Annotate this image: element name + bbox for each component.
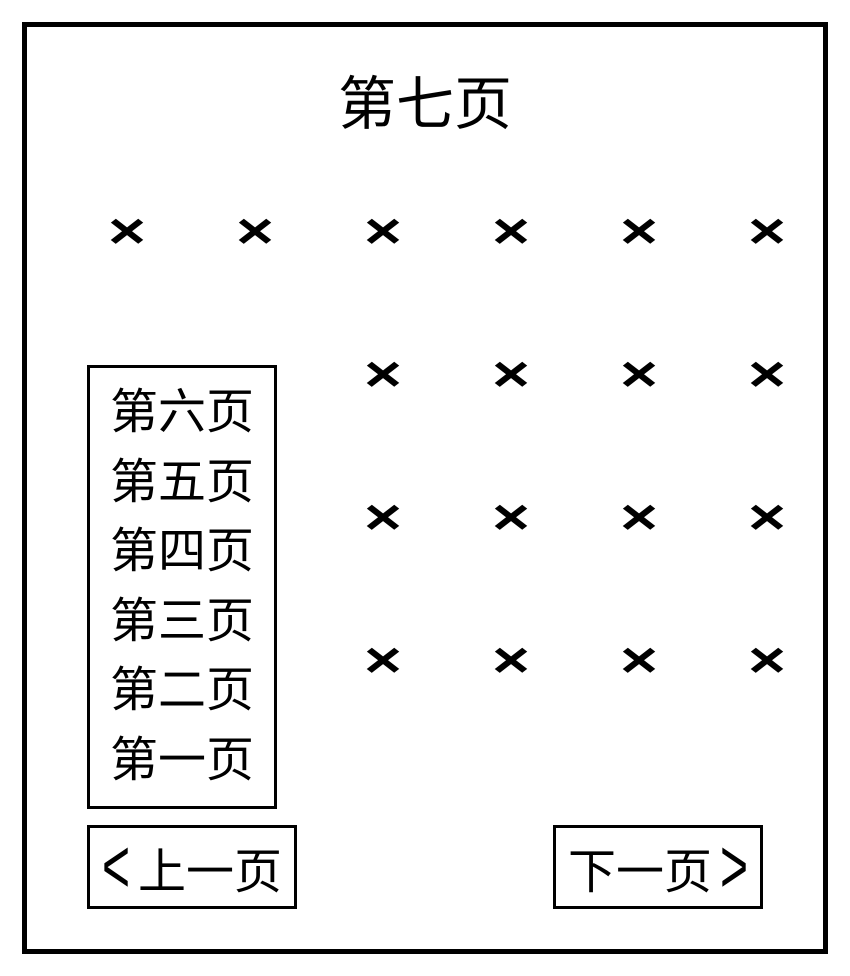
- page-list-panel: 第六页 第五页 第四页 第三页 第二页 第一页: [87, 365, 277, 809]
- x-icon: ×: [357, 202, 409, 260]
- x-icon: ×: [101, 202, 153, 260]
- page-title: 第七页: [27, 57, 823, 141]
- page-list-item[interactable]: 第六页: [90, 378, 274, 448]
- chevron-right-icon: >: [720, 823, 748, 911]
- x-icon: ×: [357, 631, 409, 689]
- x-icon: ×: [741, 631, 793, 689]
- page-list-item[interactable]: 第一页: [90, 726, 274, 796]
- x-icon: ×: [741, 345, 793, 403]
- outer-frame: 第七页 × × × × × × × × × × × × × ×: [22, 22, 828, 954]
- grid-row: × × × × × ×: [107, 202, 787, 260]
- page-list-item[interactable]: 第三页: [90, 587, 274, 657]
- next-page-button[interactable]: 下一页 >: [553, 825, 763, 909]
- x-icon: ×: [229, 202, 281, 260]
- x-icon: ×: [613, 631, 665, 689]
- x-icon: ×: [613, 488, 665, 546]
- chevron-left-icon: <: [102, 823, 130, 911]
- x-icon: ×: [357, 345, 409, 403]
- x-icon: ×: [485, 631, 537, 689]
- x-icon: ×: [485, 202, 537, 260]
- prev-label: 上一页: [138, 832, 282, 902]
- page-list-item[interactable]: 第二页: [90, 656, 274, 726]
- page-list-item[interactable]: 第五页: [90, 448, 274, 518]
- x-icon: ×: [357, 488, 409, 546]
- prev-page-button[interactable]: < 上一页: [87, 825, 297, 909]
- x-icon: ×: [485, 488, 537, 546]
- x-icon: ×: [613, 345, 665, 403]
- x-icon: ×: [485, 345, 537, 403]
- page-list-item[interactable]: 第四页: [90, 517, 274, 587]
- x-icon: ×: [741, 488, 793, 546]
- x-icon: ×: [613, 202, 665, 260]
- x-icon: ×: [741, 202, 793, 260]
- next-label: 下一页: [568, 832, 712, 902]
